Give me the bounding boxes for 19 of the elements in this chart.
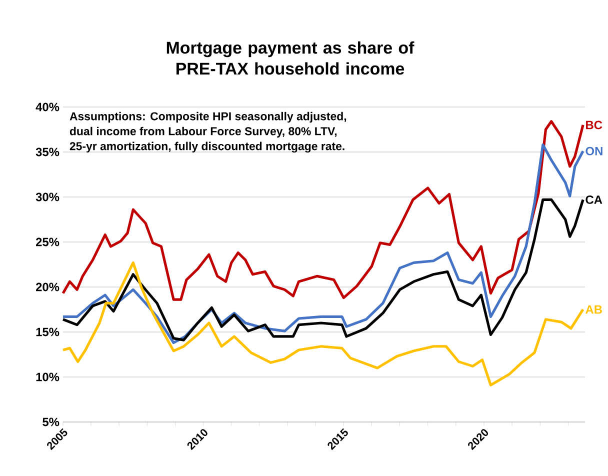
chart-title: Mortgage payment as share of PRE-TAX household income [166, 41, 414, 75]
annotation: dual income from Labour Force Survey, 80% LTV, [70, 126, 337, 138]
series-label: CA [586, 195, 602, 204]
series-label: BC [586, 120, 602, 130]
y-tick-label: 10% [36, 372, 60, 382]
y-tick-label: 30% [36, 192, 60, 202]
y-tick-label: 20% [36, 282, 60, 292]
line-series [62, 143, 584, 344]
y-tick-label: 25% [36, 238, 60, 246]
y-tick-label: 5% [42, 418, 60, 426]
annotation: Assumptions: Composite HPI seasonally adjusted, [70, 112, 346, 123]
line-series [62, 261, 584, 386]
series-label: AB [586, 305, 602, 314]
annotation: 25-yr amortization, fully discounted mortgage rate. [70, 142, 344, 153]
y-tick-label: 35% [36, 148, 60, 156]
y-tick-label: 40% [36, 102, 60, 112]
y-tick-label: 15% [36, 328, 60, 336]
series-label: ON [586, 146, 602, 156]
line-series [62, 198, 584, 342]
